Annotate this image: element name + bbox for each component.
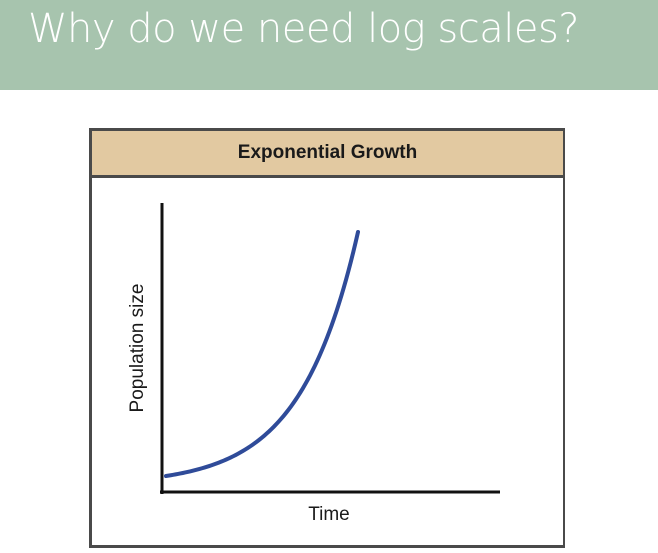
x-axis-label: Time [308, 504, 350, 525]
figure-panel: Exponential Growth Time Population size [89, 128, 565, 548]
growth-curve [164, 230, 360, 478]
figure-header: Exponential Growth [92, 131, 563, 178]
slide-title: Why do we need log scales? [28, 6, 580, 52]
y-axis-label: Population size [127, 284, 148, 413]
title-bar: Why do we need log scales? [0, 0, 658, 90]
chart-svg: Time Population size [127, 203, 500, 525]
chart-title: Exponential Growth [237, 142, 418, 163]
